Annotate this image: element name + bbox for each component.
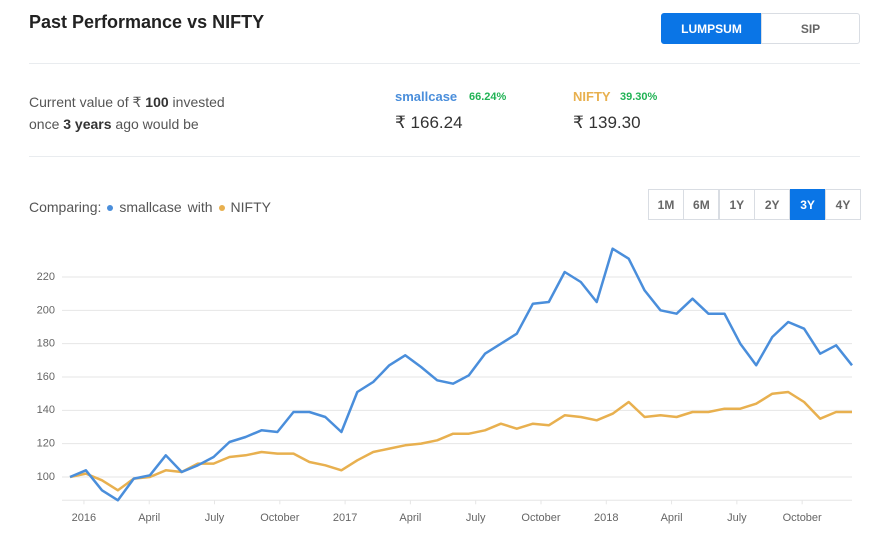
x-tick-label: July: [205, 512, 225, 524]
text: once: [29, 116, 60, 132]
range-button[interactable]: 2Y: [754, 189, 791, 220]
x-tick-label: 2017: [333, 512, 357, 524]
return-value: ₹ 139.30: [573, 113, 641, 132]
return-name: smallcase: [395, 89, 458, 104]
x-tick-label: October: [521, 512, 560, 524]
tab[interactable]: SIP: [761, 13, 860, 44]
amount: 100: [145, 94, 169, 110]
tab[interactable]: LUMPSUM: [661, 13, 762, 44]
period: 3 years: [63, 116, 112, 132]
divider: [29, 63, 860, 64]
y-tick-label: 200: [37, 304, 55, 316]
x-tick-label: April: [399, 512, 421, 524]
range-button[interactable]: 6M: [683, 189, 720, 220]
legend-entry: smallcase: [119, 199, 182, 215]
summary: Current value of ₹ 100 invested once 3 y…: [29, 91, 225, 135]
legend-dot: [218, 204, 225, 211]
line-series: [69, 390, 852, 492]
title: Past Performance vs NIFTY: [29, 12, 265, 32]
line-series: [69, 247, 853, 502]
divider: [29, 156, 860, 157]
legend: Comparing: smallcase with NIFTY: [29, 199, 271, 215]
x-tick-label: October: [260, 512, 299, 524]
x-tick-label: July: [727, 512, 747, 524]
text: invested: [172, 94, 225, 110]
return-change: 66.24%: [469, 91, 507, 103]
x-tick-label: 2016: [72, 512, 96, 524]
legend-label: Comparing:: [29, 199, 102, 215]
range-button[interactable]: 1M: [648, 189, 684, 220]
x-tick-label: 2018: [594, 512, 618, 524]
x-tick-label: July: [466, 512, 486, 524]
y-tick-label: 160: [37, 371, 55, 383]
return-value: ₹ 166.24: [395, 113, 463, 132]
y-tick-label: 220: [37, 271, 55, 283]
return-name: NIFTY: [573, 89, 611, 104]
range-button[interactable]: 4Y: [825, 189, 861, 220]
x-tick-label: April: [138, 512, 160, 524]
legend-joiner: with: [187, 199, 213, 215]
legend-dot: [107, 204, 114, 211]
text: Current value of ₹: [29, 94, 142, 110]
y-tick-label: 120: [37, 438, 55, 450]
legend-entry: NIFTY: [230, 199, 271, 215]
y-tick-label: 100: [37, 471, 55, 483]
y-tick-label: 140: [37, 404, 55, 416]
x-tick-label: April: [661, 512, 683, 524]
text: ago would be: [115, 116, 199, 132]
x-tick-label: October: [783, 512, 822, 524]
return-change: 39.30%: [620, 91, 658, 103]
range-button[interactable]: 3Y: [789, 189, 826, 220]
range-button[interactable]: 1Y: [718, 189, 755, 220]
y-tick-label: 180: [37, 338, 55, 350]
